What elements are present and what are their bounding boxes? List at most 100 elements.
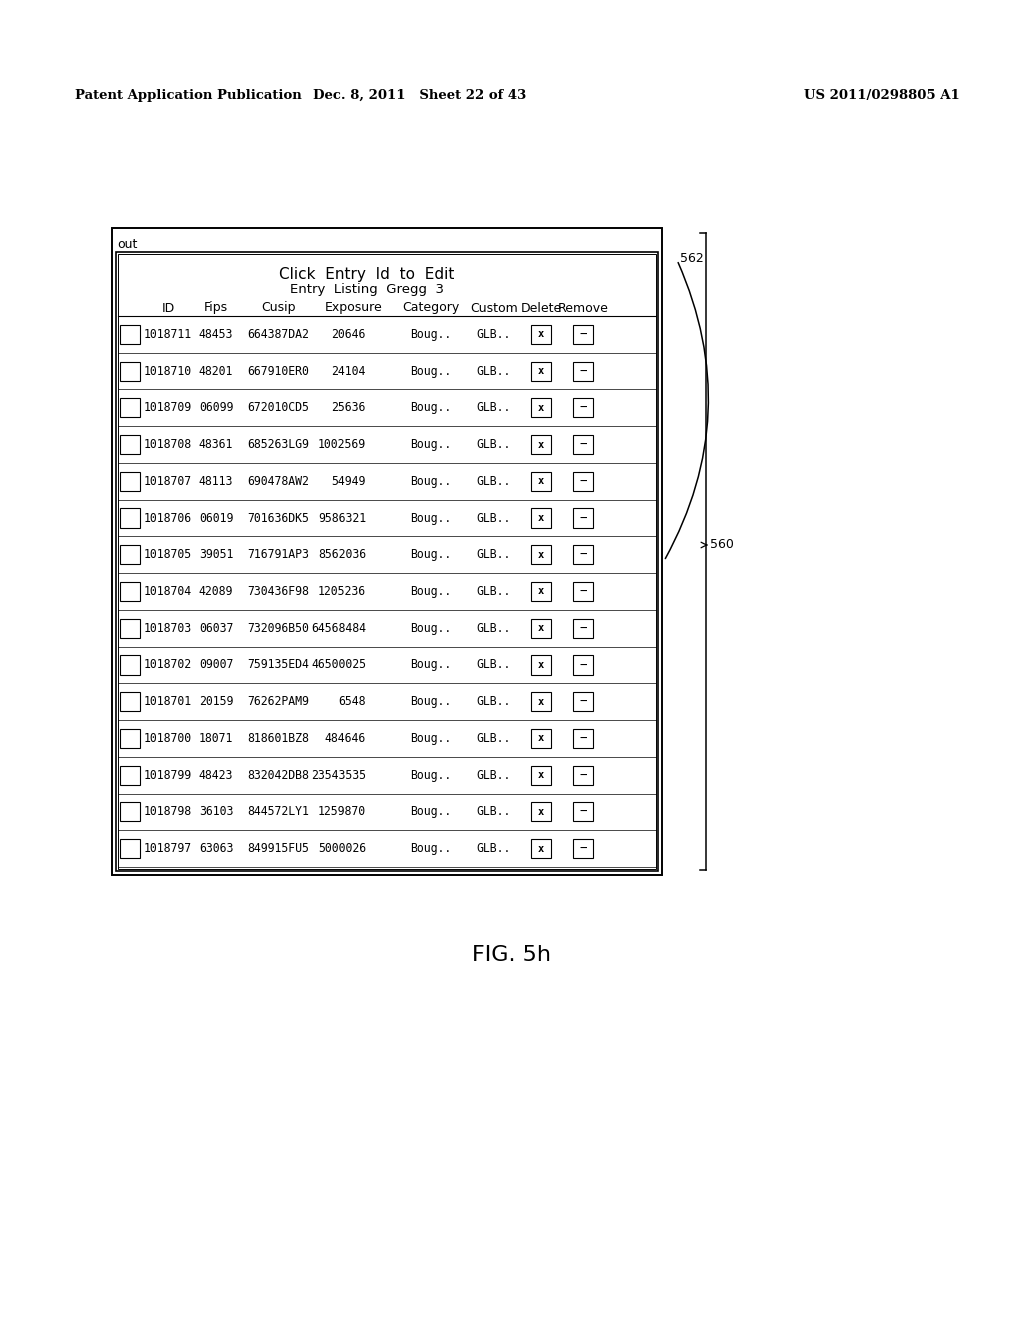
Text: ID: ID (162, 301, 175, 314)
Text: GLB..: GLB.. (477, 696, 511, 709)
Text: 64568484: 64568484 (311, 622, 366, 635)
Text: 1018711: 1018711 (144, 327, 193, 341)
Bar (573, 766, 593, 784)
Text: 42089: 42089 (199, 585, 233, 598)
Text: 664387DA2: 664387DA2 (247, 327, 309, 341)
Text: Boug..: Boug.. (411, 475, 452, 488)
Text: −: − (580, 805, 587, 818)
Bar (573, 619, 593, 638)
Bar (121, 729, 139, 748)
Text: 1205236: 1205236 (317, 585, 366, 598)
Text: 1018700: 1018700 (144, 731, 193, 744)
Text: 560: 560 (710, 539, 734, 552)
Bar (121, 692, 139, 711)
Bar (531, 399, 551, 417)
Text: GLB..: GLB.. (477, 512, 511, 524)
Text: GLB..: GLB.. (477, 438, 511, 451)
Text: 1002569: 1002569 (317, 438, 366, 451)
Bar (531, 803, 551, 821)
Text: Cusip: Cusip (261, 301, 295, 314)
Text: 562: 562 (680, 252, 703, 264)
Text: 1018709: 1018709 (144, 401, 193, 414)
Text: x: x (538, 403, 544, 413)
Bar (121, 325, 139, 345)
Text: −: − (580, 548, 587, 561)
Text: Dec. 8, 2011   Sheet 22 of 43: Dec. 8, 2011 Sheet 22 of 43 (313, 88, 526, 102)
Text: US 2011/0298805 A1: US 2011/0298805 A1 (804, 88, 961, 102)
Bar (531, 840, 551, 858)
Text: 685263LG9: 685263LG9 (247, 438, 309, 451)
Text: 1018702: 1018702 (144, 659, 193, 672)
Text: Boug..: Boug.. (411, 585, 452, 598)
Text: 8562036: 8562036 (317, 548, 366, 561)
Text: Delete: Delete (520, 301, 561, 314)
Text: 36103: 36103 (199, 805, 233, 818)
Text: x: x (538, 734, 544, 743)
Text: 690478AW2: 690478AW2 (247, 475, 309, 488)
Text: 1018704: 1018704 (144, 585, 193, 598)
Text: 1018706: 1018706 (144, 512, 193, 524)
Bar (121, 766, 139, 784)
Bar (121, 545, 139, 565)
Text: Boug..: Boug.. (411, 842, 452, 855)
Bar (121, 656, 139, 675)
Bar (531, 582, 551, 601)
Text: GLB..: GLB.. (477, 585, 511, 598)
Text: 09007: 09007 (199, 659, 233, 672)
Bar (121, 803, 139, 821)
Text: x: x (538, 623, 544, 634)
Bar (573, 840, 593, 858)
Text: 730436F98: 730436F98 (247, 585, 309, 598)
Text: 1018799: 1018799 (144, 768, 193, 781)
Text: out: out (117, 238, 137, 251)
Bar (573, 692, 593, 711)
Text: 1018705: 1018705 (144, 548, 193, 561)
Text: x: x (538, 513, 544, 523)
Bar (121, 399, 139, 417)
Text: Boug..: Boug.. (411, 768, 452, 781)
Text: 667910ER0: 667910ER0 (247, 364, 309, 378)
Text: Boug..: Boug.. (411, 512, 452, 524)
Bar (121, 619, 139, 638)
Bar (573, 362, 593, 380)
Text: 20646: 20646 (332, 327, 366, 341)
Bar (116, 252, 658, 871)
Text: Fips: Fips (204, 301, 228, 314)
Bar (573, 325, 593, 345)
Text: 1018708: 1018708 (144, 438, 193, 451)
Text: −: − (580, 364, 587, 378)
Text: Entry  Listing  Gregg  3: Entry Listing Gregg 3 (290, 284, 444, 297)
Text: 5000026: 5000026 (317, 842, 366, 855)
Text: Boug..: Boug.. (411, 364, 452, 378)
Text: x: x (538, 477, 544, 486)
Text: 06099: 06099 (199, 401, 233, 414)
Text: x: x (538, 770, 544, 780)
Text: Boug..: Boug.. (411, 731, 452, 744)
Text: 06019: 06019 (199, 512, 233, 524)
Text: x: x (538, 330, 544, 339)
Text: −: − (580, 696, 587, 709)
Bar (531, 436, 551, 454)
Bar (573, 656, 593, 675)
Text: 9586321: 9586321 (317, 512, 366, 524)
Text: 1018703: 1018703 (144, 622, 193, 635)
Text: 48453: 48453 (199, 327, 233, 341)
Text: 63063: 63063 (199, 842, 233, 855)
Text: 54949: 54949 (332, 475, 366, 488)
Text: 732096B50: 732096B50 (247, 622, 309, 635)
Bar (531, 766, 551, 784)
Bar (573, 399, 593, 417)
Text: x: x (538, 660, 544, 671)
Text: −: − (580, 512, 587, 524)
Text: 23543535: 23543535 (311, 768, 366, 781)
Text: x: x (538, 440, 544, 450)
Text: 1018710: 1018710 (144, 364, 193, 378)
Bar (531, 545, 551, 565)
Bar (573, 545, 593, 565)
Bar (531, 692, 551, 711)
Text: Boug..: Boug.. (411, 438, 452, 451)
Text: GLB..: GLB.. (477, 401, 511, 414)
Text: −: − (580, 585, 587, 598)
Text: Boug..: Boug.. (411, 659, 452, 672)
Bar (531, 362, 551, 380)
